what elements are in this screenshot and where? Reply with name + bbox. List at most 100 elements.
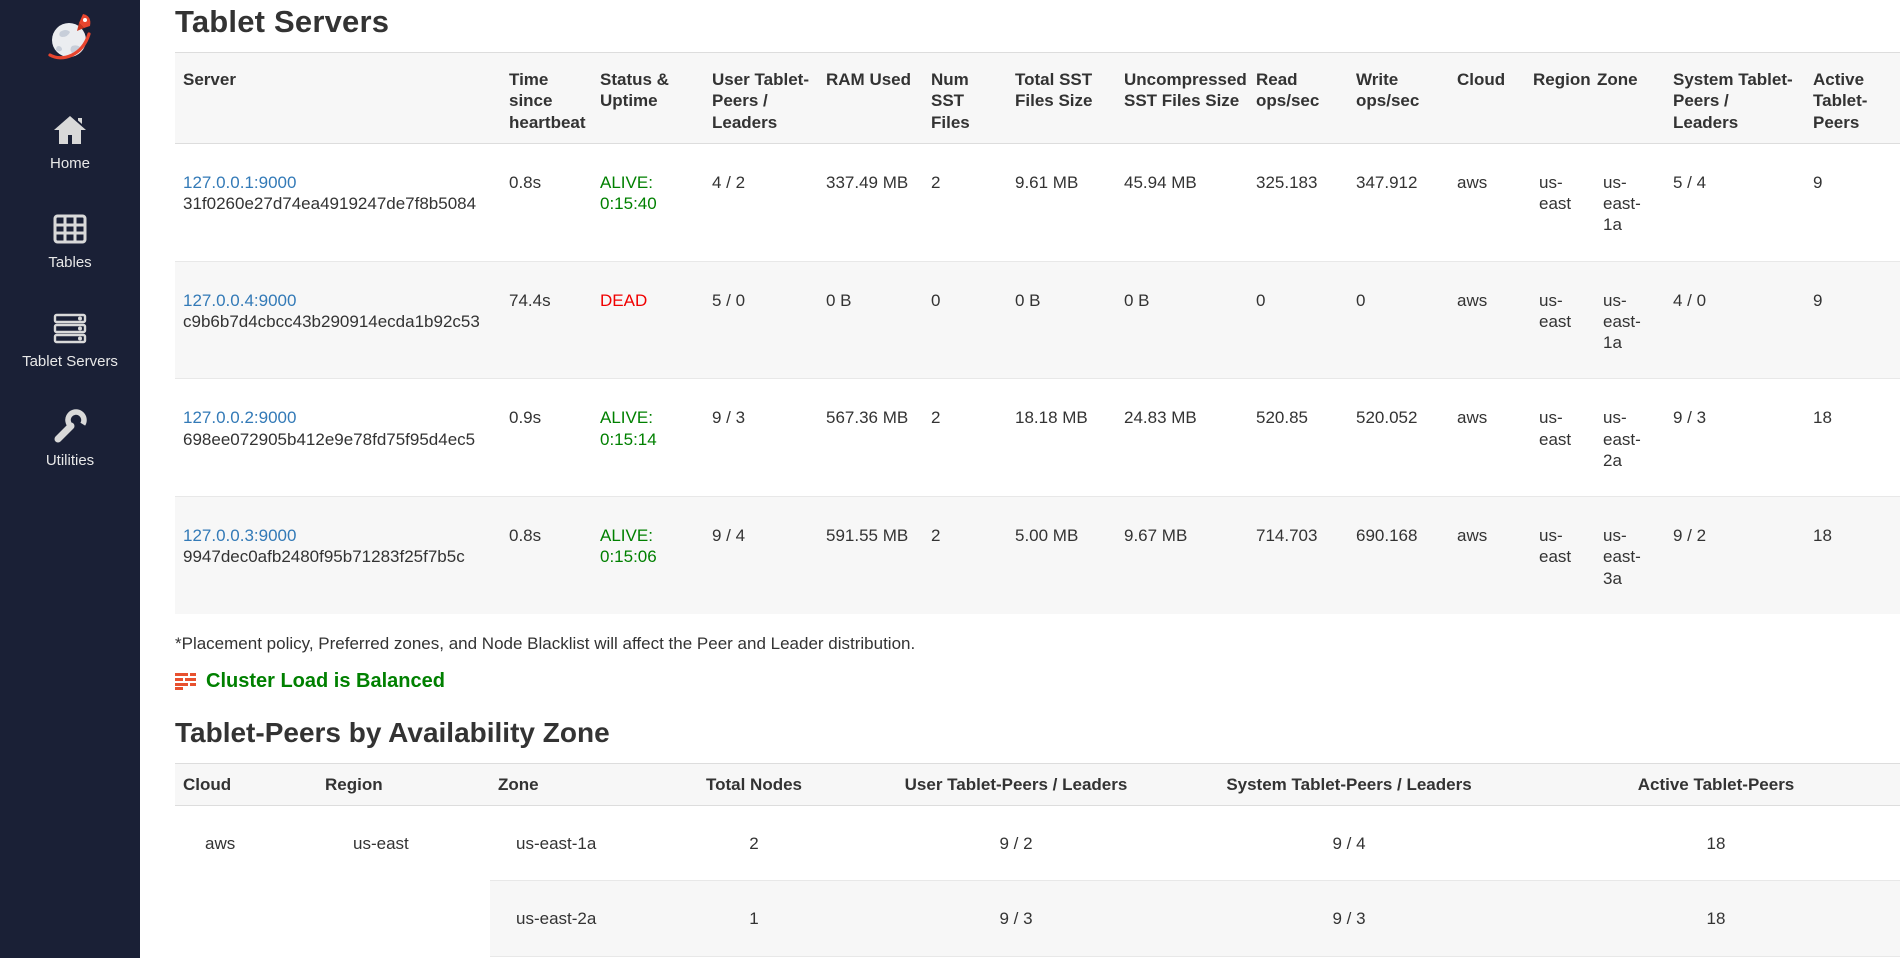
cell-cloud: aws (1449, 378, 1531, 497)
cell-num-sst: 2 (923, 378, 1007, 497)
load-balancer-icon (175, 672, 196, 690)
cell-zone: us-east-3a (1595, 495, 1665, 614)
cell-read-ops: 714.703 (1248, 495, 1348, 614)
cluster-load-status: Cluster Load is Balanced (175, 670, 1900, 693)
cell-system-peers: 9 / 3 (1665, 378, 1805, 497)
cell-server: 127.0.0.4:9000 c9b6b7d4cbcc43b290914ecda1… (175, 260, 501, 379)
cell-cloud: aws (1457, 172, 1488, 192)
cell-system-peers: 5 / 4 (1673, 172, 1707, 192)
section-title-tablet-peers: Tablet-Peers by Availability Zone (175, 716, 610, 748)
column-header: Uncompressed SST Files Size (1116, 52, 1248, 144)
cell-status: DEAD (592, 260, 704, 379)
sidebar-item-tablet-servers[interactable]: Tablet Servers (22, 308, 118, 371)
column-header: Read ops/sec (1248, 52, 1348, 144)
column-header: Num SST Files (923, 52, 1007, 144)
cell-uncompressed-sst: 45.94 MB (1124, 172, 1197, 192)
sidebar: Home Tables Tablet Servers (0, 0, 140, 958)
cell-active-peers: 18 (1532, 955, 1900, 958)
cell-total-sst: 5.00 MB (1007, 495, 1116, 614)
sidebar-item-tables[interactable]: Tables (48, 209, 92, 272)
column-header: Region (1531, 52, 1595, 144)
uptime-value: 0:15:14 (600, 429, 657, 449)
cell-total-nodes: 1 (642, 880, 866, 956)
cell-system-peers: 4 / 0 (1665, 260, 1805, 379)
table-header-row: Server Time since heartbeat Status & Uptim… (175, 52, 1900, 144)
server-link[interactable]: 127.0.0.1:9000 (183, 172, 297, 192)
column-header: Time since heartbeat (501, 52, 592, 144)
cell-active-peers: 9 (1805, 260, 1900, 379)
server-link[interactable]: 127.0.0.2:9000 (183, 408, 297, 428)
cell-total-nodes: 2 (749, 834, 759, 853)
cell-active-peers: 18 (1805, 378, 1900, 497)
sidebar-item-utilities[interactable]: Utilities (46, 407, 94, 470)
column-header: Active Tablet-Peers (1532, 762, 1900, 807)
table-header-row: Cloud Region Zone Total Nodes User Tablet-Pe… (175, 762, 1900, 807)
cell-user-peers: 9 / 3 (704, 378, 818, 497)
cell-heartbeat: 0.8s (501, 495, 592, 614)
tables-icon (53, 214, 87, 244)
tablet-peers-by-zone-table: Cloud Region Zone Total Nodes User Tablet-Pe… (175, 762, 1900, 958)
sidebar-item-label: Tablet Servers (22, 353, 118, 370)
cell-user-peers: 5 / 0 (704, 260, 818, 379)
table-row: 127.0.0.4:9000 c9b6b7d4cbcc43b290914ecda1… (175, 260, 1900, 379)
planet-rocket-icon (48, 14, 91, 60)
cell-server: 127.0.0.1:9000 31f0260e27d74ea4919247de7f… (175, 143, 501, 261)
server-uuid: c9b6b7d4cbcc43b290914ecda1b92c53 (183, 311, 480, 331)
cell-uncompressed-sst: 9.67 MB (1116, 495, 1248, 614)
cell-zone: us-east-2a (1595, 378, 1665, 497)
cell-region: us-east (1531, 378, 1595, 497)
server-link[interactable]: 127.0.0.4:9000 (183, 290, 297, 310)
cell-user-peers: 9 / 4 (704, 495, 818, 614)
cell-num-sst: 2 (923, 495, 1007, 614)
cell-region: us-east (1531, 495, 1595, 614)
cell-system-peers: 9 / 4 (1332, 834, 1366, 853)
column-header: Write ops/sec (1348, 52, 1449, 144)
cell-ram: 0 B (818, 260, 923, 379)
cell-cloud: aws (1449, 495, 1531, 614)
cell-heartbeat: 0.9s (501, 378, 592, 497)
cell-write-ops: 347.912 (1356, 172, 1418, 192)
cell-status: ALIVE: 0:15:06 (592, 495, 704, 614)
utilities-icon (54, 409, 87, 443)
column-header: Zone (1595, 52, 1665, 144)
column-header: RAM Used (818, 52, 923, 144)
cell-uncompressed-sst: 0 B (1116, 260, 1248, 379)
yugabyte-logo[interactable] (42, 10, 98, 68)
cell-server: 127.0.0.2:9000 698ee072905b412e9e78fd75f9… (175, 378, 501, 497)
cell-active-peers: 9 (1813, 172, 1823, 192)
cluster-load-text: Cluster Load is Balanced (206, 669, 445, 692)
cell-write-ops: 520.052 (1348, 378, 1449, 497)
status-label: ALIVE: (600, 172, 653, 192)
tablet-servers-icon (53, 313, 87, 344)
main-content: Tablet Servers Server Time since heartbea… (140, 0, 1900, 958)
cell-total-nodes: 1 (642, 955, 866, 958)
server-link[interactable]: 127.0.0.3:9000 (183, 526, 297, 545)
column-header: Server (175, 52, 501, 144)
cell-active-peers: 18 (1532, 880, 1900, 956)
cell-region: us-east (1531, 260, 1595, 379)
cell-zone: us-east-1a (1603, 172, 1641, 235)
table-row: 127.0.0.2:9000 698ee072905b412e9e78fd75f9… (175, 378, 1900, 497)
server-uuid: 31f0260e27d74ea4919247de7f8b5084 (183, 194, 477, 213)
table-row: 127.0.0.1:9000 31f0260e27d74ea4919247de7f… (175, 143, 1900, 261)
cell-region: us-east (1539, 172, 1572, 213)
column-header: Zone (490, 762, 642, 807)
cell-zone: us-east-1a (1595, 260, 1665, 379)
column-header: User Tablet-Peers / Leaders (866, 762, 1166, 807)
cell-server: 127.0.0.3:9000 9947dec0afb2480f95b71283f2… (175, 495, 501, 614)
sidebar-item-home[interactable]: Home (50, 110, 90, 173)
cell-zone: us-east-3a (490, 955, 642, 958)
cell-region: us-east (353, 834, 409, 853)
cell-ram: 337.49 MB (826, 172, 909, 192)
uptime-value: 0:15:06 (600, 547, 657, 567)
column-header: Cloud (1449, 52, 1531, 144)
uptime-value: 0:15:40 (600, 194, 657, 213)
server-uuid: 9947dec0afb2480f95b71283f25f7b5c (183, 547, 465, 567)
column-header: Total SST Files Size (1007, 52, 1116, 144)
status-label: DEAD (600, 290, 648, 310)
column-header: Cloud (175, 762, 317, 807)
cell-ram: 567.36 MB (818, 378, 923, 497)
column-header: User Tablet-Peers / Leaders (704, 52, 818, 144)
cell-num-sst: 2 (931, 172, 941, 192)
